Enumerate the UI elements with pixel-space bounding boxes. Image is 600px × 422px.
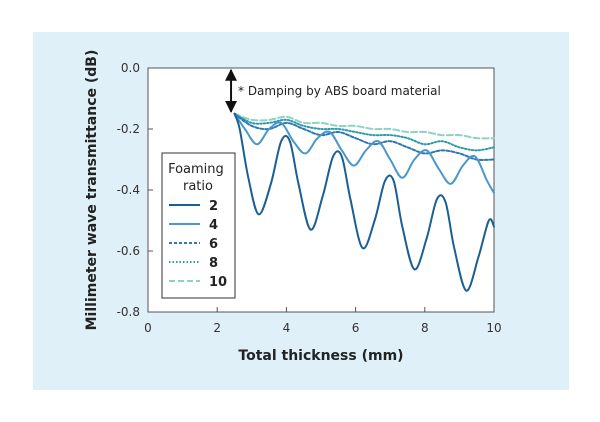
y-tick-label: -0.6: [117, 244, 140, 258]
y-tick-label: -0.2: [117, 122, 140, 136]
legend-label-10: 10: [209, 275, 227, 290]
y-tick-label: -0.4: [117, 183, 140, 197]
x-tick-label: 6: [352, 321, 360, 335]
y-tick-label: 0.0: [121, 61, 140, 75]
legend-label-2: 2: [209, 199, 218, 214]
legend: Foaming ratio 2 4 6 8 10: [161, 152, 236, 299]
annotation-text: * Damping by ABS board material: [238, 84, 441, 98]
legend-title: Foaming ratio: [168, 162, 228, 194]
legend-label-6: 6: [209, 237, 218, 252]
x-axis: 0 2 4 6 8 10: [144, 307, 502, 335]
legend-label-8: 8: [209, 256, 218, 271]
series-line-6: [233, 112, 495, 161]
x-tick-label: 4: [283, 321, 291, 335]
legend-title-line-2: ratio: [183, 179, 213, 194]
legend-items: 2 4 6 8 10: [169, 199, 227, 290]
x-tick-label: 0: [144, 321, 152, 335]
legend-title-line-1: Foaming: [168, 162, 224, 177]
y-axis: 0.0 -0.2 -0.4 -0.6 -0.8: [117, 61, 153, 319]
legend-label-4: 4: [209, 218, 218, 233]
x-axis-label: Total thickness (mm): [238, 348, 403, 364]
legend-box: [161, 152, 236, 299]
series-layer: [233, 112, 495, 292]
series-line-4: [233, 112, 495, 195]
series-line-8: [233, 112, 495, 152]
x-tick-label: 10: [486, 321, 501, 335]
y-tick-label: -0.8: [117, 305, 140, 319]
x-tick-label: 8: [421, 321, 429, 335]
x-tick-label: 2: [213, 321, 221, 335]
series-line-2: [233, 112, 495, 292]
y-axis-label: Millimeter wave transmittance (dB): [84, 50, 100, 331]
series-line-10: [233, 112, 495, 140]
